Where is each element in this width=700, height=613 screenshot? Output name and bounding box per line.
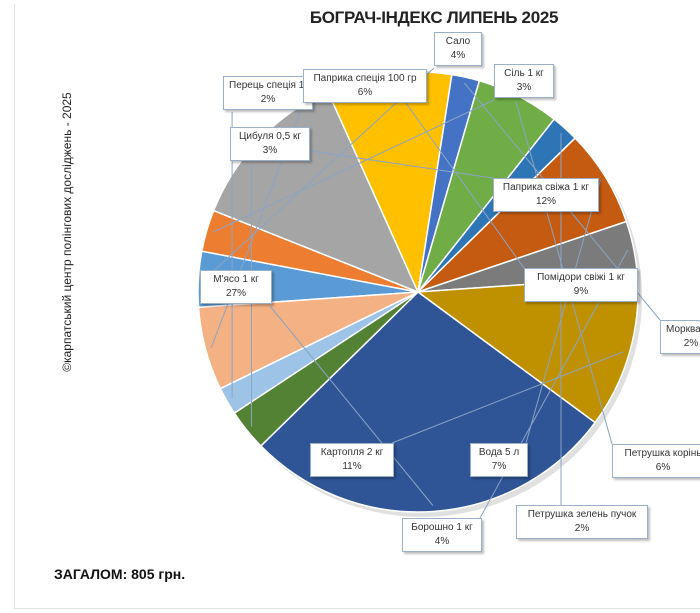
slice-label-name: Борошно 1 кг — [411, 522, 473, 533]
slice-label-9: Картопля 2 кг 11% — [310, 443, 394, 477]
slice-label-name: Петрушка зелень пучок — [527, 509, 637, 520]
leader-line-9 — [391, 351, 624, 444]
slice-label-value: 12% — [535, 196, 556, 207]
leader-line-0 — [204, 67, 435, 280]
slice-label-name: Морква корінь пучок — [666, 324, 700, 335]
slice-label-11: Цибуля 0,5 кг 3% — [230, 127, 310, 161]
slice-label-name: Паприка спеція 100 гр — [313, 73, 417, 84]
slice-label-value: 3% — [262, 145, 278, 156]
slice-label-0: Сало 4% — [434, 32, 482, 66]
slice-label-8: Борошно 1 кг 4% — [402, 518, 482, 552]
slice-label-value: 27% — [225, 288, 246, 299]
slice-label-13: Паприка спеція 100 гр 6% — [303, 69, 427, 103]
slice-label-value: 2% — [260, 94, 276, 105]
chart-title: БОГРАЧ-ІНДЕКС ЛИПЕНЬ 2025 — [309, 8, 559, 27]
slice-label-name: Помідори свіжі 1 кг — [537, 272, 625, 283]
slice-label-name: Паприка свіжа 1 кг — [502, 182, 590, 193]
slice-label-name: Перець спеція 1 пачка — [229, 80, 312, 91]
slice-label-value: 2% — [574, 523, 590, 534]
slice-label-name: Петрушка корінь — [624, 448, 700, 459]
slice-label-value: 4% — [434, 536, 450, 547]
slice-label-4: Морква корінь пучок 2% — [660, 320, 700, 354]
total-label: ЗАГАЛОМ: 805 грн. — [54, 566, 186, 582]
slice-label-value: 6% — [655, 462, 671, 473]
leader-line-10 — [269, 305, 434, 506]
slice-label-value: 6% — [357, 87, 373, 98]
slice-label-value: 7% — [491, 461, 507, 472]
slice-label-10: М'ясо 1 кг 27% — [200, 270, 272, 304]
slice-label-value: 2% — [683, 338, 699, 349]
slice-label-1: Сіль 1 кг 3% — [494, 64, 554, 98]
slice-label-name: Картопля 2 кг — [320, 447, 384, 458]
slice-label-name: Цибуля 0,5 кг — [238, 131, 301, 142]
pie-slice-13 — [197, 291, 419, 390]
slice-label-value: 3% — [516, 82, 532, 93]
slice-label-12: Перець спеція 1 пачка 2% — [223, 76, 313, 110]
slice-label-3: Помідори свіжі 1 кг 9% — [524, 268, 638, 302]
slice-label-name: М'ясо 1 кг — [213, 274, 259, 285]
leader-line-1 — [212, 99, 495, 233]
slice-label-name: Вода 5 л — [478, 447, 520, 458]
slice-label-7: Вода 5 л 7% — [470, 443, 528, 477]
slice-label-name: Сіль 1 кг — [504, 68, 544, 79]
slice-label-6: Петрушка зелень пучок 2% — [516, 505, 648, 539]
leader-line-3 — [388, 79, 525, 269]
slice-label-value: 9% — [573, 286, 589, 297]
slice-label-value: 11% — [342, 461, 362, 472]
slice-label-name: Сало — [445, 36, 471, 47]
leader-line-7 — [525, 179, 601, 444]
slice-label-2: Паприка свіжа 1 кг 12% — [493, 178, 599, 212]
slice-label-5: Петрушка корінь 6% — [612, 444, 700, 478]
slice-label-value: 4% — [450, 50, 466, 61]
